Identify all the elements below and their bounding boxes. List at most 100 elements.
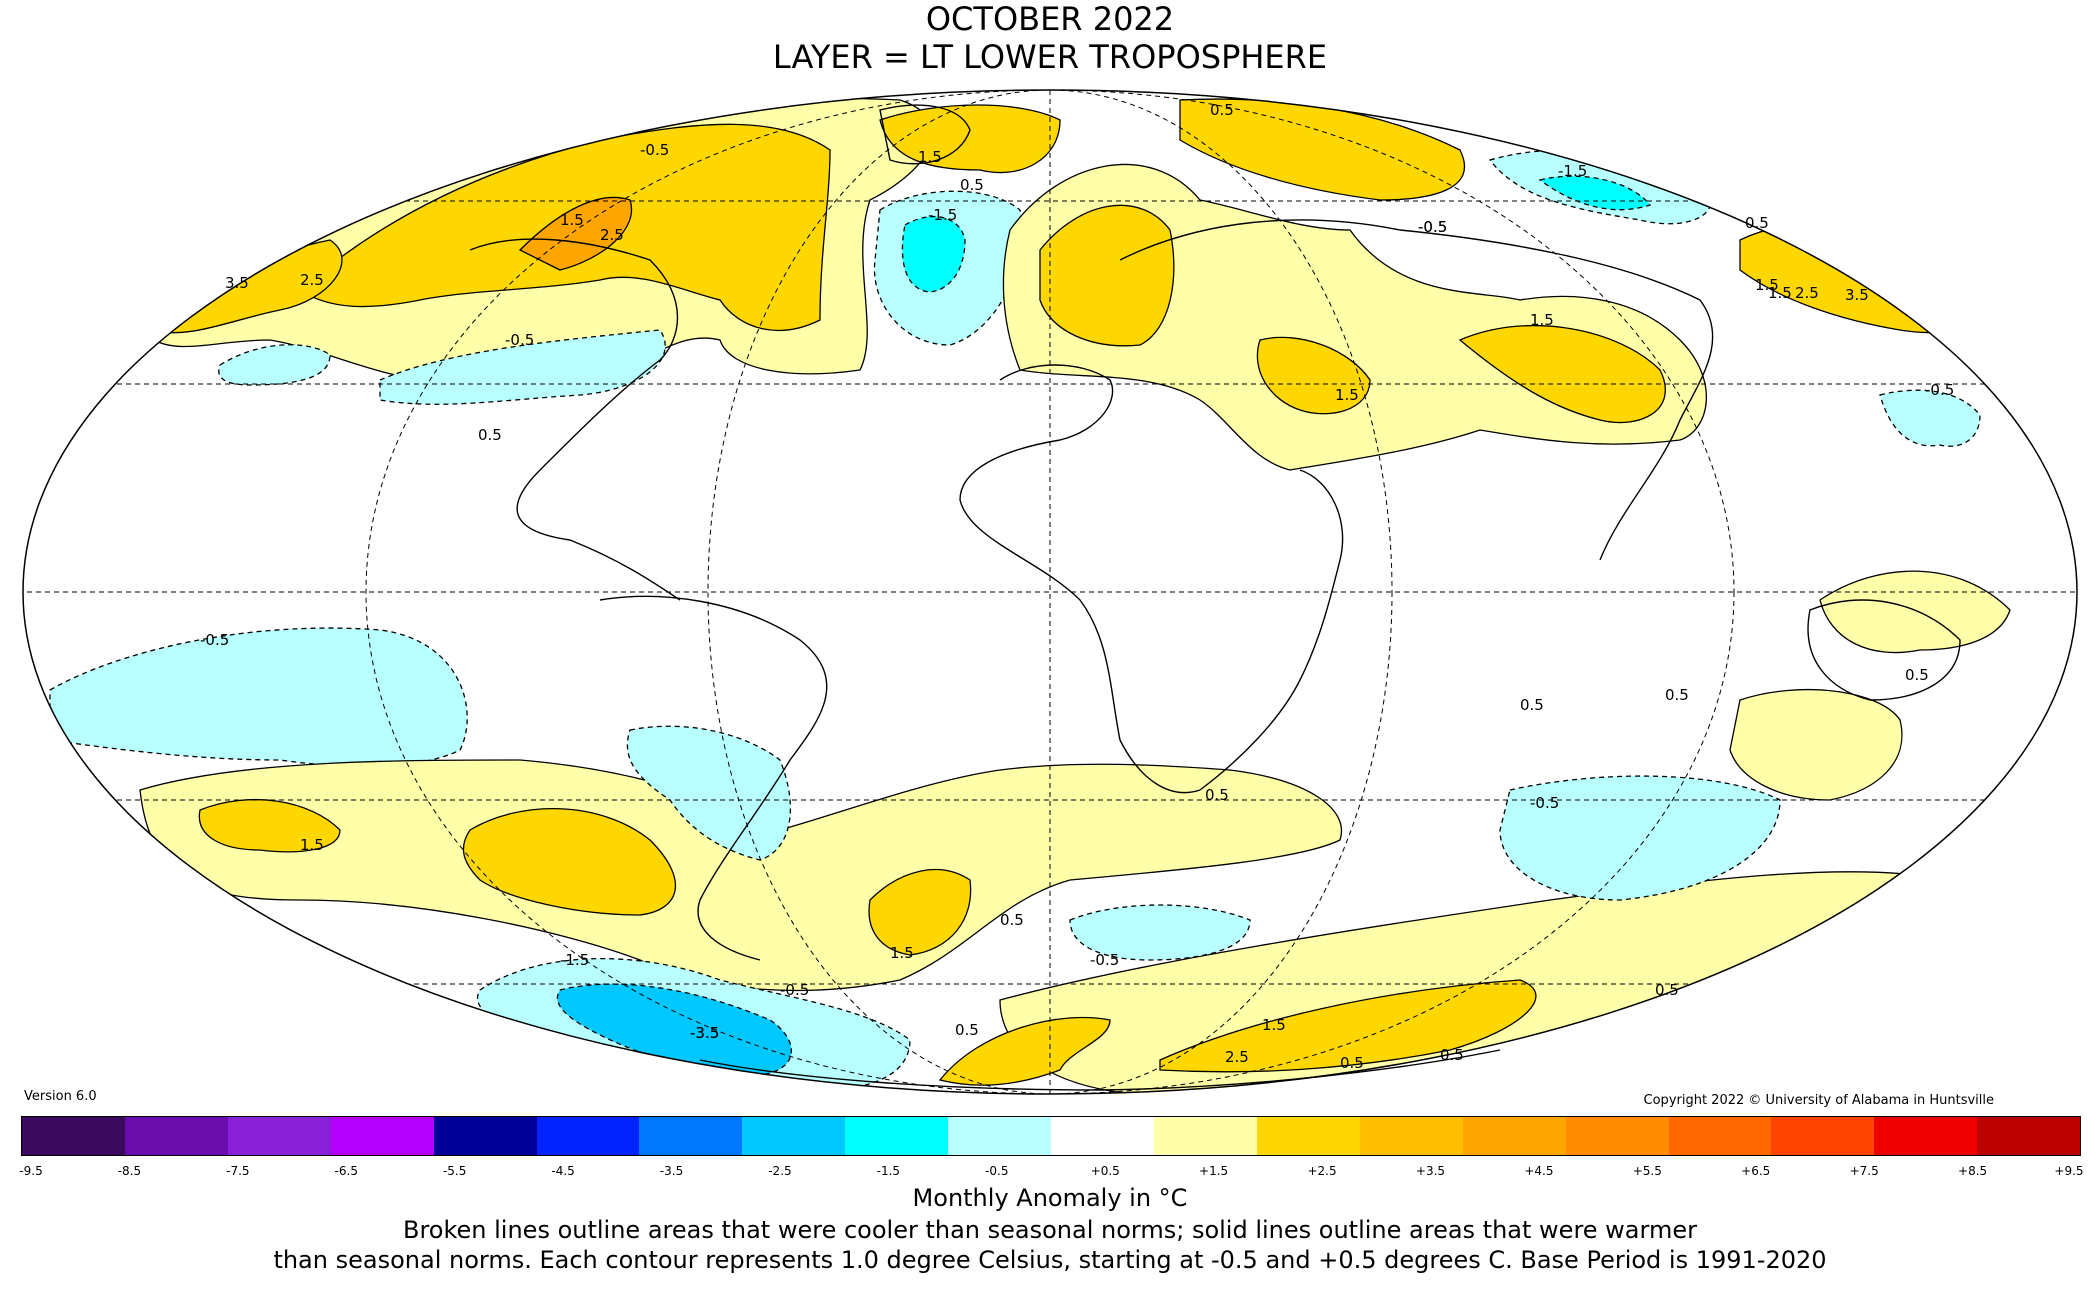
colorbar-tick-label: -4.5 (551, 1164, 575, 1178)
warm-peak-canada (518, 196, 633, 271)
coastlines (469, 104, 1961, 1091)
coast-antarctica (699, 1049, 1501, 1091)
colorbar-cell (1359, 1117, 1463, 1155)
coast-south-america (599, 595, 828, 961)
version-label: Version 6.0 (24, 1089, 97, 1104)
colorbar-cell (1256, 1117, 1360, 1155)
contour-label: 1.5 (1530, 311, 1554, 329)
contour-labels: -0.5 0.5 1.5 2.5 3.5 -1.5 -3.5 -0.5 0.5 … (200, 101, 1954, 1072)
contour-label: 0.5 (1905, 666, 1929, 684)
contour-label: 2.5 (600, 226, 624, 244)
warm-region-eurasia (1002, 163, 1707, 471)
contour-label: 1.5 (1262, 1016, 1286, 1034)
coast-north-america (469, 238, 681, 601)
contour-label: 3.5 (1845, 286, 1869, 304)
colorbar-cell (1977, 1117, 2081, 1155)
coast-greenland (879, 104, 971, 165)
colorbar-cell (1565, 1117, 1669, 1155)
colorbar-cell (330, 1117, 434, 1155)
contour-label: -0.5 (1418, 218, 1447, 236)
contour-label: 0.5 (1440, 1046, 1464, 1064)
contour-label: 2.5 (300, 271, 324, 289)
colorbar-tick-label: -9.5 (19, 1164, 43, 1178)
colorbar-cell (1051, 1117, 1154, 1155)
anomaly-fields (49, 97, 2011, 1094)
contour-label: 0.5 (1520, 696, 1544, 714)
contour-label: 1.5 (300, 836, 324, 854)
cold-region-tropical-pacific (49, 627, 468, 768)
colorbar-ticks: -9.5 -8.5 -7.5 -6.5 -5.5 -4.5 -3.5 -2.5 -1.5 -0.5… (19, 1164, 2084, 1180)
note-line-2: than seasonal norms. Each contour repres… (273, 1246, 1827, 1274)
contour-label: 1.5 (918, 148, 942, 166)
warm-region-australia (1729, 688, 1903, 801)
map-subtitle: LAYER = LT LOWER TROPOSPHERE (772, 38, 1328, 76)
contour-label: -3.5 (690, 1024, 719, 1042)
colorbar-tick-label: +0.5 (1090, 1164, 1120, 1178)
colorbar-cell (227, 1117, 331, 1155)
contour-label: 0.5 (1205, 786, 1229, 804)
warm-core-southern-ocean-mid (938, 1016, 1111, 1086)
colorbar-cell (1771, 1117, 1875, 1155)
cold-region-south-indian (1499, 775, 1781, 901)
contour-label: 1.5 (1755, 276, 1779, 294)
colorbar-tick-label: +5.5 (1632, 1164, 1662, 1178)
colorbar-cell (433, 1117, 537, 1155)
colorbar-tick-label: +6.5 (1741, 1164, 1771, 1178)
coast-europe-africa (959, 364, 1344, 794)
contour-label: 0.5 (1665, 686, 1689, 704)
contour-label: 1.5 (1335, 386, 1359, 404)
colorbar-cell (742, 1117, 846, 1155)
colorbar-cell (845, 1117, 949, 1155)
contour-label: 2.5 (1225, 1048, 1249, 1066)
note-line-1: Broken lines outline areas that were coo… (403, 1216, 1697, 1244)
warm-core-southern-ocean-east (1159, 979, 1537, 1073)
colorbar-cell (1874, 1117, 1978, 1155)
colorbar-cell (639, 1117, 743, 1155)
map-title: OCTOBER 2022 (925, 0, 1175, 38)
contour-label: -0.5 (780, 981, 809, 999)
contour-label: -0.5 (505, 331, 534, 349)
warm-core-europe (1039, 204, 1175, 347)
warm-core-south-pacific-east (462, 807, 677, 916)
colorbar-tick-label: -8.5 (117, 1164, 142, 1178)
colorbar-tick-label: +4.5 (1524, 1164, 1554, 1178)
contour-label: -0.5 (640, 141, 669, 159)
cold-region-south-atlantic (1069, 904, 1251, 961)
coast-australia (1807, 599, 1961, 701)
contour-label: 3.5 (225, 274, 249, 292)
colorbar-cell (1668, 1117, 1772, 1155)
contour-label: 0.5 (478, 426, 502, 444)
colorbar-tick-label: +9.5 (2054, 1164, 2084, 1178)
anomaly-map: -0.5 0.5 1.5 2.5 3.5 -1.5 -3.5 -0.5 0.5 … (22, 89, 2078, 1095)
colorbar (21, 1116, 2081, 1156)
contour-label: 0.5 (960, 176, 984, 194)
warm-region-greenland (879, 104, 1061, 174)
contour-label: -0.5 (1090, 951, 1119, 969)
contour-label: -1.5 (560, 951, 589, 969)
cold-region-north-pacific (218, 344, 331, 386)
contour-label: -0.5 (1530, 794, 1559, 812)
colorbar-cell (22, 1117, 125, 1155)
contour-label: 0.5 (1340, 1054, 1364, 1072)
contour-label: -1.5 (1558, 162, 1587, 180)
contour-label: -1.5 (928, 206, 957, 224)
colorbar-tick-label: +2.5 (1307, 1164, 1337, 1178)
copyright-label: Copyright 2022 © University of Alabama i… (1643, 1093, 1994, 1108)
colorbar-tick-label: -5.5 (442, 1164, 467, 1178)
colorbar-cell (1462, 1117, 1566, 1155)
colorbar-tick-label: +3.5 (1415, 1164, 1446, 1178)
contour-label: -3.5 (690, 1024, 719, 1042)
contour-label: -0.5 (200, 631, 229, 649)
colorbar-tick-label: -0.5 (985, 1164, 1009, 1178)
contour-label: 0.5 (1745, 214, 1769, 232)
colorbar-tick-label: -3.5 (659, 1164, 684, 1178)
contour-label: 0.5 (1210, 101, 1234, 119)
warm-region-indian-ocean-east (1819, 570, 2011, 654)
cold-region-east-pacific (1879, 389, 1981, 447)
colorbar-cell (948, 1117, 1052, 1155)
cold-region-south-america (626, 725, 792, 861)
contour-label: 0.5 (1655, 981, 1679, 999)
warm-core-south-pacific-west (198, 799, 341, 853)
colorbar-tick-label: -7.5 (226, 1164, 250, 1178)
contour-label: 0.5 (1000, 911, 1024, 929)
